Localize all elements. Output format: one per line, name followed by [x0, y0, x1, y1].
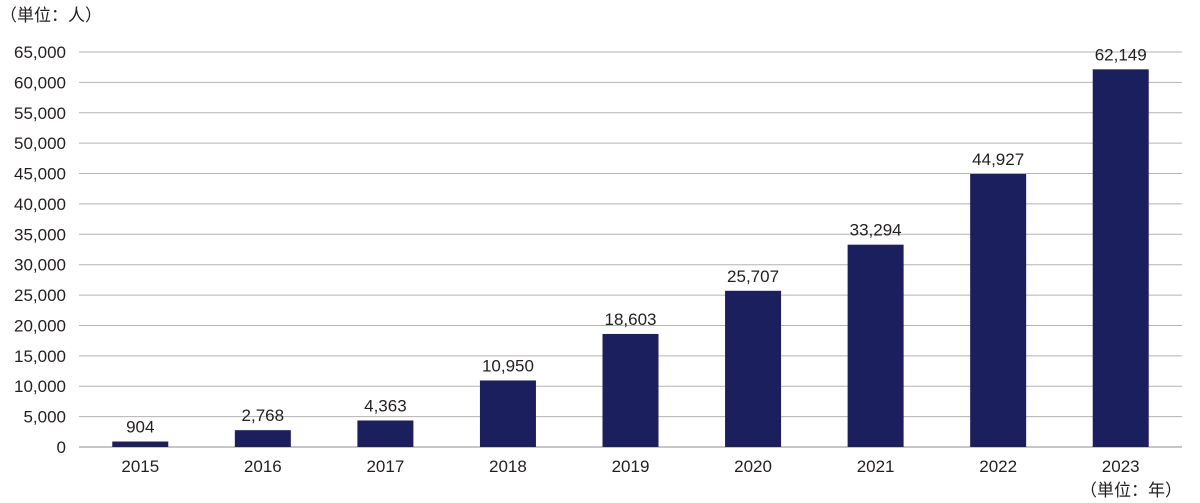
y-tick-label: 65,000 [14, 43, 66, 62]
y-tick-label: 5,000 [23, 408, 66, 427]
data-label-2023: 62,149 [1095, 45, 1147, 64]
bar-2016 [234, 430, 291, 447]
bar-2017 [357, 420, 414, 447]
y-tick-label: 20,000 [14, 316, 66, 335]
bar-2019 [602, 333, 659, 447]
gridlines [79, 51, 1182, 448]
bar-2021 [847, 244, 904, 447]
x-tick-label-2022: 2022 [979, 457, 1017, 476]
y-tick-label: 0 [57, 438, 66, 457]
y-tick-label: 45,000 [14, 165, 66, 184]
data-label-2020: 25,707 [727, 267, 779, 286]
bars [112, 69, 1149, 448]
data-label-2022: 44,927 [972, 150, 1024, 169]
y-tick-label: 55,000 [14, 104, 66, 123]
x-tick-label-2015: 2015 [121, 457, 159, 476]
x-tick-label-2019: 2019 [612, 457, 650, 476]
y-tick-label: 60,000 [14, 73, 66, 92]
y-tick-label: 10,000 [14, 377, 66, 396]
bar-2018 [479, 380, 536, 447]
x-tick-label-2018: 2018 [489, 457, 527, 476]
y-tick-label: 15,000 [14, 347, 66, 366]
x-axis-unit-label: （単位：年） [1080, 481, 1182, 501]
x-tick-labels: 2015 2016 2017 2018 2019 2020 2021 2022 2023 [121, 457, 1139, 476]
y-tick-label: 25,000 [14, 286, 66, 305]
y-tick-label: 50,000 [14, 134, 66, 153]
x-tick-label-2020: 2020 [734, 457, 772, 476]
bar-2020 [725, 290, 782, 447]
data-label-2015: 904 [126, 418, 154, 437]
data-label-2021: 33,294 [850, 221, 902, 240]
y-tick-label: 30,000 [14, 256, 66, 275]
y-tick-label: 35,000 [14, 225, 66, 244]
x-tick-label-2023: 2023 [1102, 457, 1140, 476]
data-label-2017: 4,363 [364, 396, 407, 415]
bar-2015 [112, 441, 169, 447]
y-axis-unit-label: （単位：人） [0, 6, 102, 26]
data-labels: 904 2,768 4,363 10,950 18,603 25,707 33,294 44,… [126, 45, 1147, 436]
data-label-2019: 18,603 [605, 310, 657, 329]
x-tick-label-2021: 2021 [857, 457, 895, 476]
y-tick-label: 40,000 [14, 195, 66, 214]
bar-2023 [1092, 69, 1149, 447]
data-label-2016: 2,768 [242, 406, 285, 425]
data-label-2018: 10,950 [482, 356, 534, 375]
x-tick-label-2017: 2017 [366, 457, 404, 476]
bar-2022 [970, 173, 1027, 448]
x-tick-label-2016: 2016 [244, 457, 282, 476]
y-tick-labels: 0 5,000 10,000 15,000 20,000 25,000 30,000 35,0… [14, 43, 66, 457]
